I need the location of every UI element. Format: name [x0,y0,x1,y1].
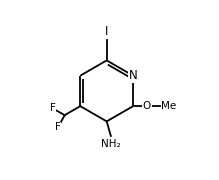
Text: O: O [143,101,151,111]
Text: N: N [129,69,138,82]
Text: Me: Me [161,101,176,111]
Text: I: I [105,24,108,38]
Text: F: F [50,103,56,113]
Text: F: F [55,122,61,132]
Text: NH₂: NH₂ [101,139,121,149]
